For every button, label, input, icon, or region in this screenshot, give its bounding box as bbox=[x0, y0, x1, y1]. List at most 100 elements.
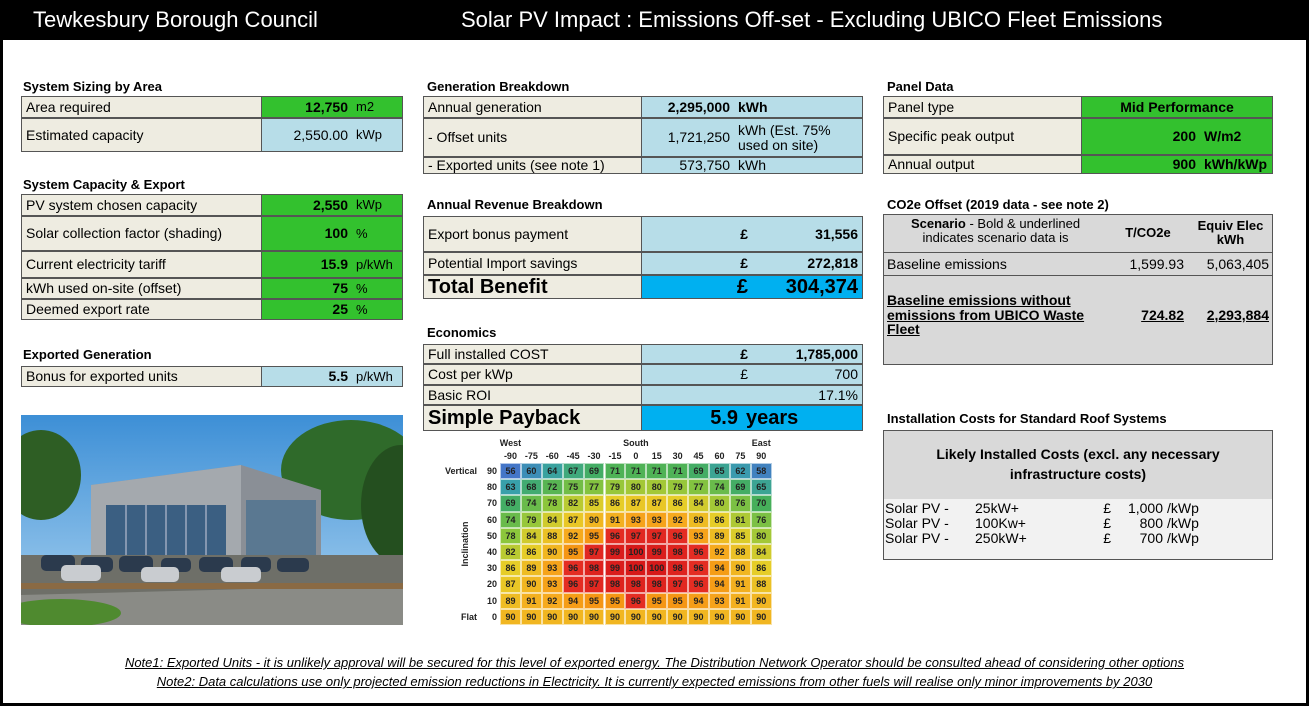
row-unit: W/m2 bbox=[1200, 119, 1272, 154]
heatmap-cell: 99 bbox=[605, 544, 626, 560]
heatmap-cell: 92 bbox=[542, 593, 563, 609]
row-label: Estimated capacity bbox=[22, 119, 262, 151]
row-value: 2,295,000 bbox=[642, 97, 734, 117]
row-value: 2,550 bbox=[262, 195, 352, 215]
heatmap-cell: 78 bbox=[500, 528, 521, 544]
heatmap-cell: 88 bbox=[751, 576, 772, 592]
heatmap-cell: 87 bbox=[563, 512, 584, 528]
row-label: Potential Import savings bbox=[424, 253, 642, 274]
inclination-label: 30 bbox=[480, 560, 500, 576]
note: Note1: Exported Units - it is unlikely a… bbox=[3, 655, 1306, 670]
heatmap-cell: 63 bbox=[500, 479, 521, 495]
heatmap-cell: 96 bbox=[563, 576, 584, 592]
column-header: Scenario - Bold & underlined indicates s… bbox=[883, 214, 1108, 252]
heatmap-cell: 84 bbox=[542, 512, 563, 528]
table-row: Export bonus payment£31,556 bbox=[423, 216, 863, 252]
inclination-label: 80 bbox=[480, 479, 500, 495]
heatmap-cell: 72 bbox=[542, 479, 563, 495]
cost-cell: 1,000 bbox=[1113, 501, 1165, 516]
cost-cell: £ bbox=[1053, 516, 1113, 531]
row-unit: kWp bbox=[352, 195, 402, 215]
row-label: Full installed COST bbox=[424, 345, 642, 363]
heatmap-cell: 91 bbox=[521, 593, 542, 609]
heatmap-cell: 87 bbox=[646, 495, 667, 511]
row-value: 272,818 bbox=[752, 253, 862, 274]
row-value: 31,556 bbox=[752, 217, 862, 251]
column-header: Equiv Elec kWh bbox=[1188, 214, 1273, 252]
heatmap-cell: 89 bbox=[709, 528, 730, 544]
row-label: Solar collection factor (shading) bbox=[22, 217, 262, 250]
scenario-label: Baseline emissions without emissions fro… bbox=[883, 284, 1108, 346]
row-value: 17.1% bbox=[752, 386, 862, 404]
heatmap-cell: 90 bbox=[563, 609, 584, 625]
row-label: kWh used on-site (offset) bbox=[22, 279, 262, 298]
heatmap-cell: 90 bbox=[584, 512, 605, 528]
heatmap-cell: 98 bbox=[584, 560, 605, 576]
row-unit: kWh bbox=[734, 158, 862, 173]
row-unit: kWh (Est. 75% used on site) bbox=[734, 119, 862, 156]
heatmap-cell: 91 bbox=[605, 512, 626, 528]
inclination-label: 20 bbox=[480, 576, 500, 592]
heatmap-cell: 74 bbox=[521, 495, 542, 511]
heatmap-cell: 77 bbox=[688, 479, 709, 495]
row-value: 75 bbox=[262, 279, 352, 298]
cost-cell: 25kW+ bbox=[973, 501, 1053, 516]
row-currency: £ bbox=[642, 253, 752, 274]
heatmap-cell: 65 bbox=[751, 479, 772, 495]
cost-cell: Solar PV - bbox=[883, 531, 973, 546]
row-label: Cost per kWp bbox=[424, 365, 642, 384]
heatmap-cell: 64 bbox=[542, 463, 563, 479]
row-value: 2,550.00 bbox=[262, 119, 352, 151]
cost-cell: 700 bbox=[1113, 531, 1165, 546]
inclination-name: Vertical bbox=[430, 463, 480, 479]
heatmap-cell: 90 bbox=[625, 609, 646, 625]
heatmap-cell: 90 bbox=[521, 576, 542, 592]
direction-label: West bbox=[492, 437, 529, 449]
total-value: 304,374 bbox=[752, 276, 862, 298]
inclination-label: 90 bbox=[480, 463, 500, 479]
table-row: Baseline emissions without emissions fro… bbox=[883, 284, 1273, 346]
inclination-label: 60 bbox=[480, 512, 500, 528]
heatmap-cell: 71 bbox=[605, 463, 626, 479]
row-currency: £ bbox=[642, 217, 752, 251]
heatmap-cell: 86 bbox=[709, 512, 730, 528]
heatmap-cell: 90 bbox=[542, 544, 563, 560]
heatmap-cell: 74 bbox=[500, 512, 521, 528]
heatmap-cell: 94 bbox=[563, 593, 584, 609]
section-title: Installation Costs for Standard Roof Sys… bbox=[887, 411, 1167, 426]
orientation-label: 30 bbox=[667, 449, 688, 463]
row-label: - Exported units (see note 1) bbox=[424, 158, 642, 173]
heatmap-cell: 95 bbox=[584, 528, 605, 544]
heatmap-cell: 95 bbox=[605, 593, 626, 609]
heatmap-cell: 84 bbox=[751, 544, 772, 560]
row-currency bbox=[642, 386, 752, 404]
heatmap-cell: 86 bbox=[605, 495, 626, 511]
orientation-label: -60 bbox=[542, 449, 563, 463]
heatmap-cell: 99 bbox=[605, 560, 626, 576]
heatmap-cell: 90 bbox=[646, 609, 667, 625]
row-label: Specific peak output bbox=[884, 119, 1082, 154]
heatmap-cell: 93 bbox=[688, 528, 709, 544]
heatmap-cell: 79 bbox=[605, 479, 626, 495]
heatmap-cell: 86 bbox=[667, 495, 688, 511]
row-value: 200 bbox=[1082, 119, 1200, 154]
direction-label: South bbox=[617, 437, 654, 449]
orientation-label: -75 bbox=[521, 449, 542, 463]
heatmap-cell: 98 bbox=[667, 560, 688, 576]
table-row: Solar PV -250kW+£700/kWp bbox=[883, 531, 1273, 546]
page-title: Solar PV Impact : Emissions Off-set - Ex… bbox=[461, 7, 1162, 33]
heatmap-cell: 90 bbox=[542, 609, 563, 625]
heatmap-cell: 91 bbox=[730, 576, 751, 592]
orientation-label: -30 bbox=[584, 449, 605, 463]
row-value: 100 bbox=[262, 217, 352, 250]
heatmap-cell: 69 bbox=[730, 479, 751, 495]
heatmap-cell: 90 bbox=[605, 609, 626, 625]
heatmap-cell: 98 bbox=[646, 576, 667, 592]
row-label: Basic ROI bbox=[424, 386, 642, 404]
heatmap-cell: 69 bbox=[500, 495, 521, 511]
row-label: Annual output bbox=[884, 156, 1082, 173]
orientation-label: 15 bbox=[646, 449, 667, 463]
